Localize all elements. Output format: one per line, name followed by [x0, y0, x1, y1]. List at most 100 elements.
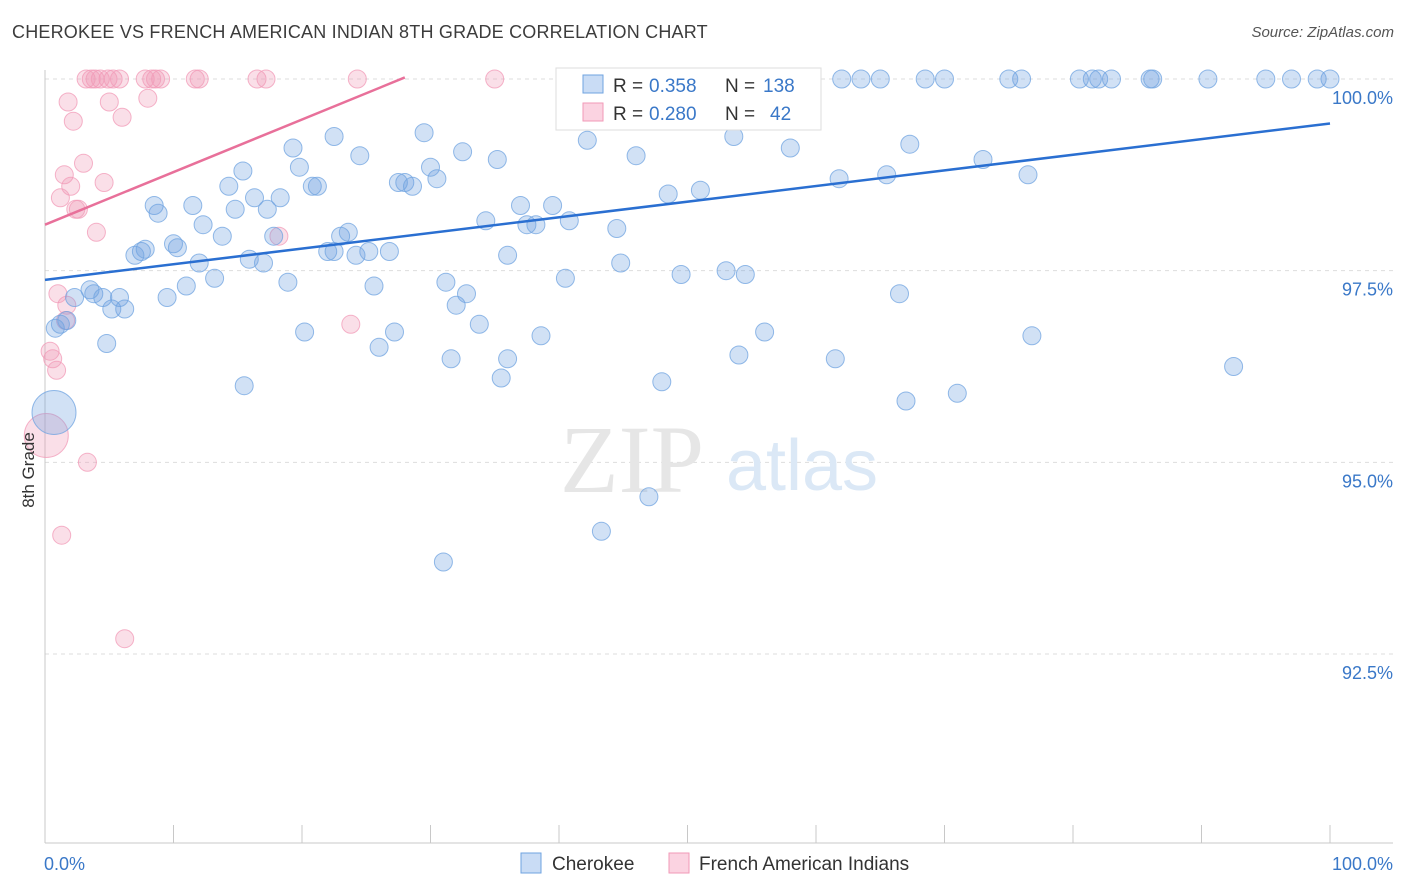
data-point	[278, 272, 298, 292]
series-legend: Cherokee French American Indians	[520, 852, 909, 875]
data-point	[1224, 357, 1244, 376]
data-point	[900, 134, 920, 154]
data-point	[234, 376, 254, 396]
data-point	[164, 234, 183, 254]
data-point	[110, 69, 129, 89]
data-point	[77, 452, 97, 472]
data-point	[151, 69, 171, 89]
data-point	[233, 161, 253, 181]
data-point	[112, 107, 132, 127]
data-point	[167, 238, 187, 258]
data-point	[851, 69, 871, 89]
data-point	[225, 199, 245, 219]
data-point	[469, 314, 489, 334]
data-point	[52, 525, 72, 545]
data-point	[148, 203, 168, 223]
data-point	[40, 341, 60, 361]
data-point	[289, 157, 309, 177]
data-point	[379, 242, 399, 261]
data-point	[652, 372, 672, 392]
data-point	[254, 253, 273, 273]
data-point	[543, 196, 563, 215]
data-point	[157, 288, 177, 307]
data-point	[99, 92, 119, 112]
data-point	[1256, 69, 1276, 89]
legend-label-cherokee: Cherokee	[552, 854, 634, 875]
data-point	[346, 245, 366, 265]
data-point	[825, 349, 845, 369]
data-point	[607, 219, 627, 238]
data-point	[47, 360, 67, 380]
stats-r-value-cherokee: 0.358	[649, 76, 697, 97]
data-point	[690, 180, 710, 200]
data-point	[61, 176, 81, 196]
data-point	[338, 222, 358, 242]
stats-n-value-cherokee: 138	[763, 76, 795, 97]
watermark-zip: ZIP	[560, 406, 704, 513]
data-point	[555, 268, 575, 288]
stats-n-label-french: N =	[725, 104, 755, 125]
trend-line-cherokee	[44, 122, 1331, 282]
data-point	[716, 261, 736, 281]
data-point	[577, 130, 597, 150]
stats-r-value-french: 0.280	[649, 104, 697, 125]
data-point	[935, 69, 954, 89]
y-tick-label: 100.0%	[1332, 88, 1393, 108]
data-point	[1018, 165, 1038, 185]
data-point	[877, 165, 897, 185]
data-point	[63, 111, 83, 131]
data-point	[302, 176, 322, 196]
data-point	[102, 299, 122, 319]
data-point	[74, 153, 93, 173]
axes	[44, 70, 1393, 844]
data-point	[270, 188, 290, 208]
watermark: ZIP atlas	[560, 406, 878, 513]
data-point	[369, 337, 389, 357]
stats-r-label-french: R =	[613, 104, 643, 125]
y-tick-labels: 92.5% 95.0% 97.5% 100.0%	[1332, 88, 1393, 683]
data-point	[58, 92, 78, 112]
data-point	[264, 226, 284, 246]
data-point	[283, 138, 303, 158]
x-tick-labels: 0.0% 100.0%	[44, 854, 1393, 874]
data-point	[915, 69, 935, 89]
data-point	[626, 146, 646, 166]
data-point	[870, 69, 890, 89]
y-axis-label: 8th Grade	[19, 432, 38, 508]
data-point	[135, 239, 155, 259]
legend-label-french: French American Indians	[699, 854, 909, 875]
data-point	[491, 368, 511, 388]
data-point	[457, 284, 476, 304]
data-point	[31, 390, 77, 435]
data-point	[98, 69, 118, 89]
data-point	[531, 326, 551, 346]
stats-n-value-french: 42	[770, 104, 791, 125]
watermark-atlas: atlas	[726, 426, 878, 506]
data-point	[193, 215, 213, 235]
data-point	[86, 222, 106, 242]
data-point	[403, 176, 422, 196]
data-point	[433, 552, 453, 572]
stats-swatch-french	[582, 102, 604, 122]
data-point	[324, 127, 344, 146]
data-point	[138, 88, 158, 108]
data-point	[364, 276, 384, 296]
data-point	[947, 383, 967, 403]
stats-legend: R = 0.358 N = 138 R = 0.280 N = 42	[555, 67, 822, 131]
x-tick-label-min: 0.0%	[44, 854, 85, 874]
data-point	[212, 226, 232, 246]
stats-n-label-cherokee: N =	[725, 76, 755, 97]
data-point	[639, 487, 659, 507]
source-credit: Source: ZipAtlas.com	[1251, 24, 1394, 41]
data-point	[103, 69, 123, 89]
data-point	[671, 265, 691, 284]
data-point	[1102, 69, 1121, 89]
series-french-american-indians	[23, 69, 505, 649]
data-point	[359, 242, 379, 261]
data-point	[176, 276, 196, 296]
data-point	[183, 196, 203, 215]
data-point	[307, 176, 327, 196]
data-point	[780, 138, 800, 158]
data-point	[591, 521, 611, 541]
